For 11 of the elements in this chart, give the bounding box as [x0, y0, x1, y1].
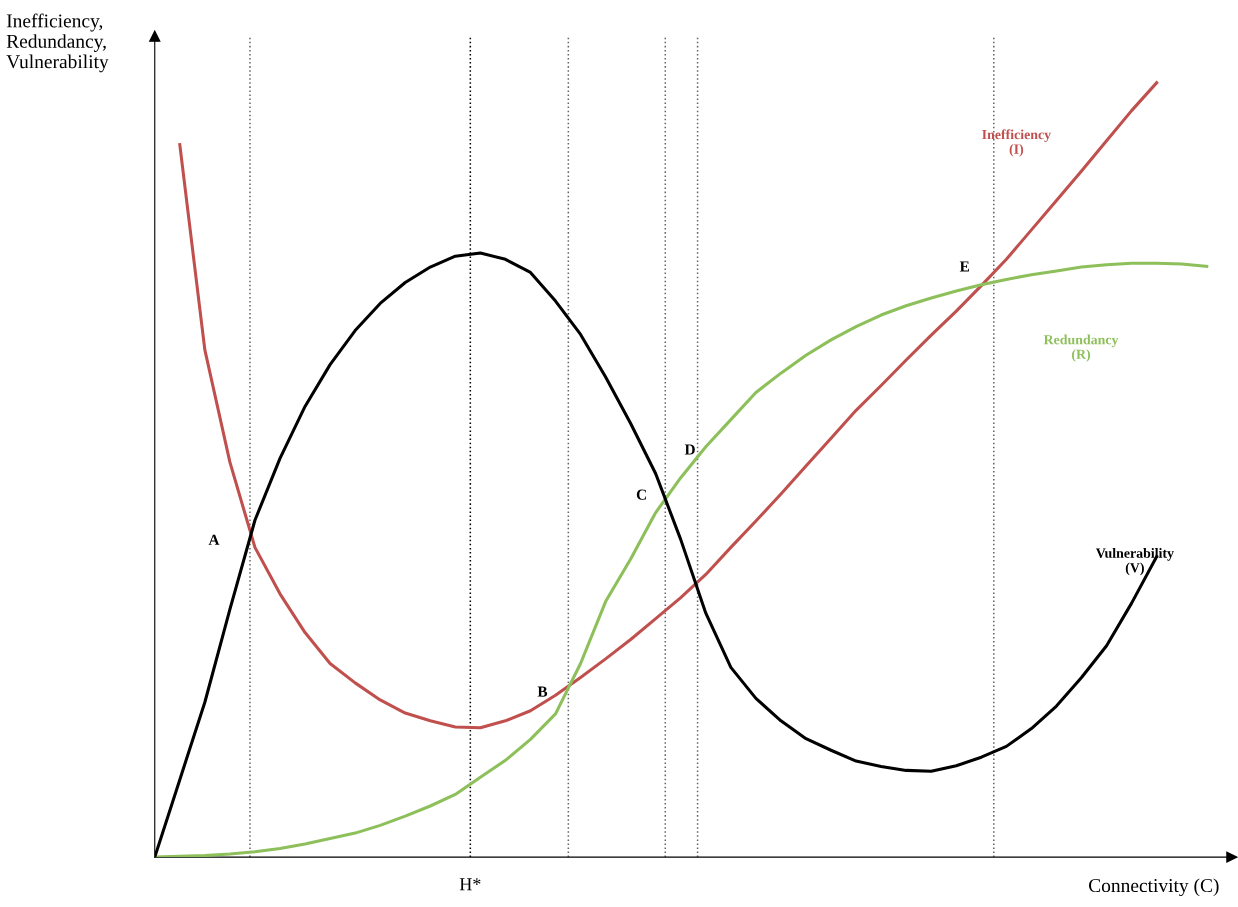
- text: H*: [459, 878, 481, 891]
- text: Redundancy (R): [1043, 334, 1119, 362]
- x-axis-title: Connectivity (C): [1089, 878, 1219, 897]
- annotation: E: [959, 261, 970, 272]
- annotation: C: [636, 489, 646, 500]
- series-label: Vulnerability (V): [1095, 548, 1174, 576]
- annotation: B: [537, 686, 548, 697]
- y-axis-title: Inefficiency, Redundancy, Vulnerability: [6, 13, 109, 73]
- annotation: A: [208, 534, 220, 545]
- text: Inefficiency (I): [982, 129, 1051, 157]
- annotation: D: [684, 444, 695, 455]
